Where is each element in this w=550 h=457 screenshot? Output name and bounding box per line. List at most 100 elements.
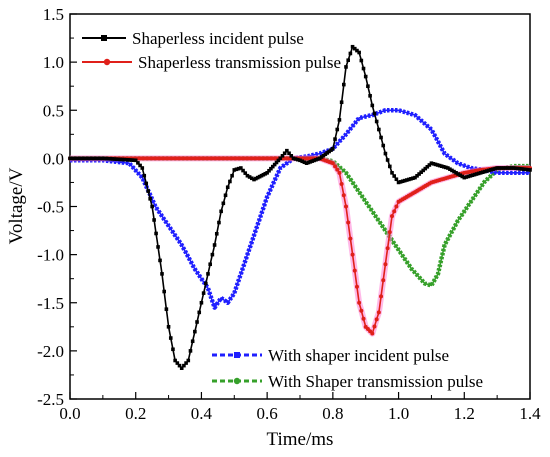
data-point bbox=[470, 173, 475, 178]
data-point bbox=[374, 317, 379, 322]
data-point bbox=[501, 166, 506, 170]
data-point bbox=[456, 172, 460, 176]
data-point bbox=[468, 174, 473, 178]
legend-label: With Shaper transmission pulse bbox=[268, 372, 483, 391]
data-point bbox=[379, 294, 384, 299]
data-point bbox=[429, 161, 434, 165]
data-point bbox=[423, 166, 428, 171]
y-tick-label: -1.0 bbox=[37, 246, 64, 265]
data-point bbox=[314, 157, 318, 162]
data-point bbox=[219, 209, 223, 214]
data-point bbox=[230, 173, 234, 178]
data-point bbox=[337, 170, 342, 175]
y-tick-label: 1.5 bbox=[43, 5, 64, 24]
data-point bbox=[464, 175, 469, 179]
data-point bbox=[483, 169, 487, 174]
data-point bbox=[83, 156, 88, 161]
data-point bbox=[148, 197, 152, 201]
data-point bbox=[120, 157, 124, 162]
data-point bbox=[425, 164, 430, 169]
data-point bbox=[298, 158, 302, 163]
data-point bbox=[439, 164, 444, 168]
data-point bbox=[346, 58, 350, 62]
data-point bbox=[366, 84, 370, 88]
data-point bbox=[404, 178, 409, 182]
data-point bbox=[361, 316, 366, 321]
x-tick-label: 1.4 bbox=[519, 404, 541, 423]
data-point bbox=[472, 172, 477, 177]
data-point bbox=[118, 157, 123, 162]
data-point bbox=[146, 189, 150, 193]
data-point bbox=[171, 347, 175, 352]
x-tick-label: 0.6 bbox=[257, 404, 278, 423]
data-point bbox=[480, 170, 485, 175]
data-point bbox=[323, 152, 328, 157]
data-point bbox=[214, 231, 219, 236]
x-tick-label: 0.4 bbox=[191, 404, 213, 423]
data-point bbox=[337, 118, 342, 122]
data-point bbox=[201, 291, 206, 295]
data-point bbox=[441, 164, 446, 169]
data-point bbox=[357, 300, 362, 305]
data-point bbox=[370, 103, 375, 108]
data-point bbox=[387, 230, 392, 235]
data-point bbox=[350, 252, 355, 257]
data-point bbox=[466, 174, 471, 179]
data-point bbox=[210, 252, 215, 257]
y-tick-label: 1.0 bbox=[43, 53, 64, 72]
data-point bbox=[278, 156, 283, 161]
data-point bbox=[444, 165, 448, 170]
data-point bbox=[511, 166, 516, 170]
data-point bbox=[330, 161, 335, 166]
data-point bbox=[79, 156, 84, 161]
data-point bbox=[524, 167, 528, 172]
series-0 bbox=[68, 44, 532, 370]
data-point bbox=[124, 157, 128, 162]
data-point bbox=[354, 284, 359, 289]
data-point bbox=[158, 258, 162, 263]
data-point bbox=[204, 281, 208, 286]
data-point bbox=[128, 158, 132, 162]
data-point bbox=[450, 168, 454, 173]
data-point bbox=[528, 168, 532, 172]
data-point bbox=[282, 151, 287, 156]
data-point bbox=[379, 135, 383, 140]
data-point bbox=[352, 268, 357, 273]
data-point bbox=[112, 157, 117, 161]
data-point bbox=[348, 236, 353, 241]
data-point bbox=[317, 156, 322, 161]
data-point bbox=[413, 175, 417, 180]
data-point bbox=[344, 204, 348, 209]
data-point bbox=[236, 166, 241, 171]
data-point bbox=[114, 157, 119, 161]
data-point bbox=[186, 358, 191, 363]
data-point bbox=[150, 204, 154, 209]
data-point bbox=[372, 324, 377, 329]
y-tick-label: -2.5 bbox=[37, 390, 64, 409]
data-point bbox=[507, 166, 512, 170]
data-point bbox=[489, 168, 493, 172]
data-point bbox=[359, 308, 364, 313]
data-point bbox=[402, 178, 407, 183]
data-point bbox=[462, 175, 467, 180]
data-point bbox=[335, 127, 340, 132]
y-tick-label: -2.0 bbox=[37, 342, 64, 361]
data-point bbox=[300, 159, 304, 164]
data-point bbox=[250, 176, 254, 181]
y-tick-label: -0.5 bbox=[37, 198, 64, 217]
data-point bbox=[133, 158, 138, 163]
data-point bbox=[101, 156, 105, 161]
data-point bbox=[515, 166, 520, 171]
data-point bbox=[162, 289, 166, 294]
data-point bbox=[291, 156, 296, 161]
data-point bbox=[350, 44, 355, 49]
data-point bbox=[206, 272, 210, 276]
data-point bbox=[110, 157, 115, 161]
data-point bbox=[396, 180, 401, 185]
data-point bbox=[400, 179, 405, 184]
data-point bbox=[331, 146, 335, 151]
data-point bbox=[138, 163, 142, 168]
data-point bbox=[394, 204, 399, 209]
data-point bbox=[363, 74, 368, 79]
